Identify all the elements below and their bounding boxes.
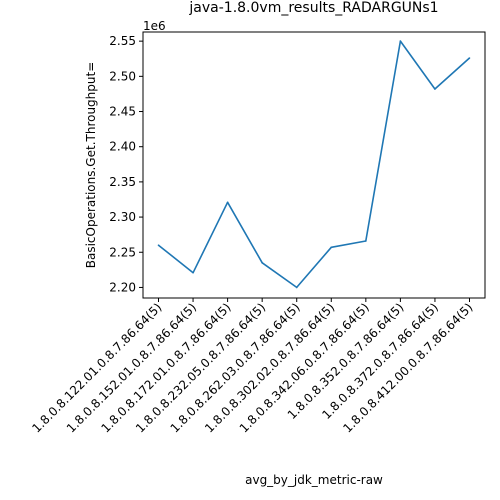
data-point bbox=[157, 244, 160, 247]
y-tick-label: 2.35 bbox=[109, 175, 136, 189]
data-point bbox=[261, 262, 263, 264]
data-point bbox=[192, 271, 194, 274]
plot-area bbox=[142, 31, 486, 299]
x-axis-title: avg_by_jdk_metric-raw bbox=[245, 473, 383, 487]
y-tick-label: 2.50 bbox=[109, 69, 136, 83]
chart-title: java-1.8.0vm_results_RADARGUNs1 bbox=[188, 0, 438, 16]
y-tick-label: 2.45 bbox=[109, 105, 136, 119]
y-axis-title: BasicOperations.Get.Throughput= bbox=[84, 62, 98, 269]
data-point bbox=[330, 246, 333, 249]
data-point bbox=[295, 286, 298, 289]
y-tick-label: 2.25 bbox=[109, 245, 136, 259]
y-axis: 2.20 2.25 2.30 2.35 2.40 2.45 2.50 2.55 bbox=[109, 34, 143, 294]
y-tick-label: 2.30 bbox=[109, 210, 136, 224]
y-tick-label: 2.20 bbox=[109, 280, 136, 294]
series-layer bbox=[157, 40, 471, 289]
data-point bbox=[399, 40, 402, 42]
data-point bbox=[468, 57, 471, 59]
data-point bbox=[365, 240, 367, 242]
series-line bbox=[158, 40, 471, 289]
x-axis: 1.8.0.8.122.01.0.8.7.86.64(5)1.8.0.8.152… bbox=[29, 298, 476, 436]
y-offset-label: 1e6 bbox=[143, 19, 166, 33]
y-tick-label: 2.40 bbox=[109, 140, 136, 154]
data-point bbox=[434, 88, 436, 90]
data-point bbox=[226, 201, 229, 204]
y-tick-label: 2.55 bbox=[109, 34, 136, 48]
plot-frame bbox=[142, 31, 486, 299]
